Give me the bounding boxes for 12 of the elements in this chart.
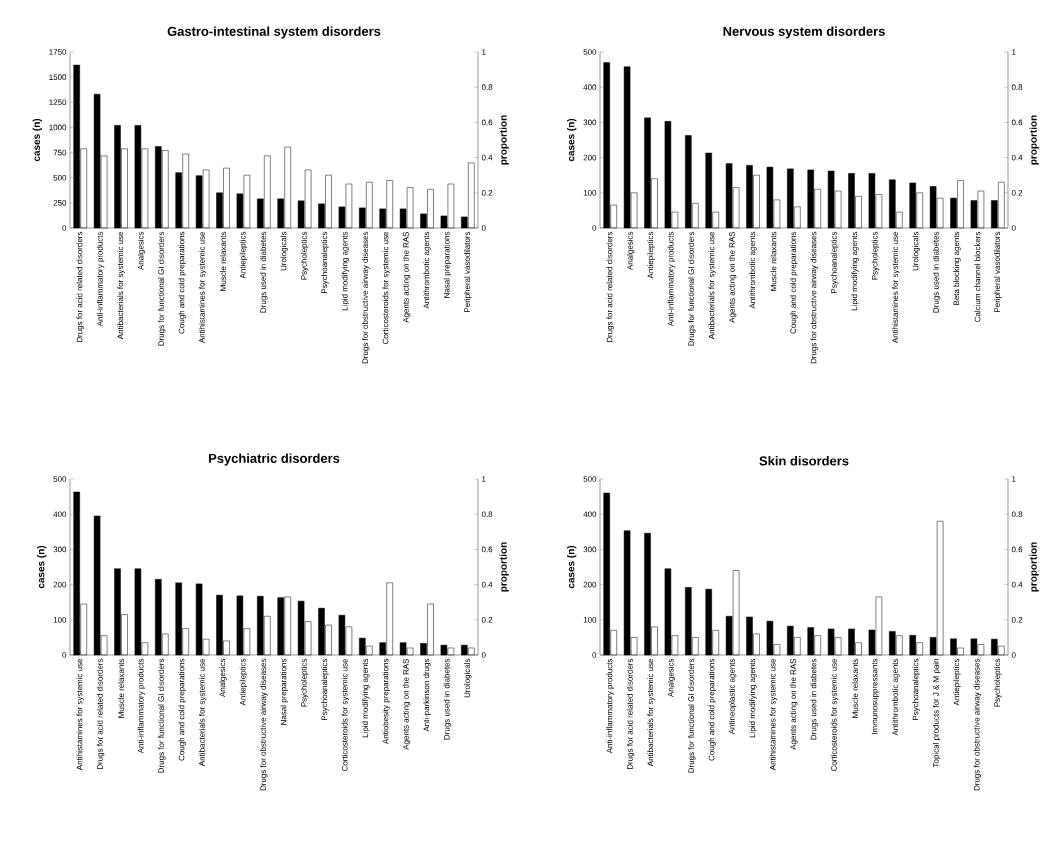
chart-title: Psychiatric disorders bbox=[208, 453, 340, 466]
chart-title: Gastro-intestinal system disorders bbox=[167, 26, 381, 39]
y2-axis-title: proportion bbox=[499, 542, 509, 592]
y2-axis-title: proportion bbox=[499, 115, 509, 165]
y-axis-title: cases (n) bbox=[567, 545, 577, 589]
y2-axis-title: proportion bbox=[1029, 542, 1039, 592]
chart-title: Nervous system disorders bbox=[723, 26, 885, 39]
y-axis-title: cases (n) bbox=[567, 118, 577, 162]
chart-title: Skin disorders bbox=[759, 455, 849, 466]
y-axis-title: cases (n) bbox=[37, 545, 47, 589]
y2-axis-title: proportion bbox=[1029, 115, 1039, 165]
y-axis-title: cases (n) bbox=[32, 118, 42, 162]
